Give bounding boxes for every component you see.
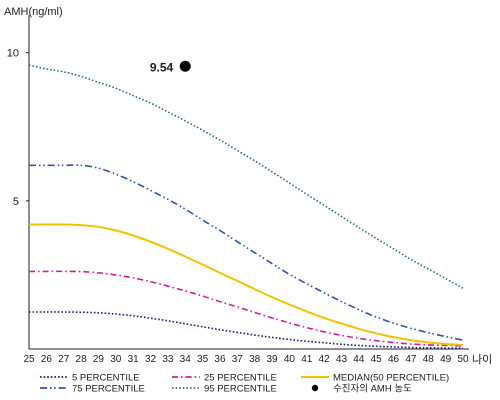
x-tick-label: 42 bbox=[319, 354, 331, 365]
x-tick-label: 29 bbox=[93, 354, 105, 365]
x-tick-label: 37 bbox=[232, 354, 244, 365]
legend-label: 5 PERCENTILE bbox=[72, 373, 140, 384]
axes: AMH(ng/ml) 5 10 25 26 27 28 29 30 31 32 33 34 35 36 37 3… bbox=[4, 6, 492, 366]
series-line-75-percentile bbox=[29, 164, 464, 341]
x-tick-label: 27 bbox=[58, 354, 70, 365]
x-tick-label: 49 bbox=[440, 354, 452, 365]
x-tick-label: 34 bbox=[180, 354, 192, 365]
y-tick-label: 5 bbox=[13, 196, 19, 208]
x-tick-label: 43 bbox=[336, 354, 348, 365]
x-tick-label: 28 bbox=[76, 354, 88, 365]
x-tick-label: 36 bbox=[214, 354, 226, 365]
x-tick-label: 50 bbox=[457, 354, 469, 365]
x-tick-label: 40 bbox=[284, 354, 296, 365]
x-tick-label: 31 bbox=[128, 354, 140, 365]
x-tick-label: 32 bbox=[145, 354, 157, 365]
legend-label: MEDIAN(50 PERCENTILE) bbox=[333, 373, 449, 384]
y-tick-label: 10 bbox=[7, 48, 19, 60]
legend-label: 95 PERCENTILE bbox=[204, 384, 277, 395]
legend-label: 25 PERCENTILE bbox=[204, 373, 277, 384]
x-tick-label: 35 bbox=[197, 354, 209, 365]
x-tick-label: 41 bbox=[301, 354, 313, 365]
patient-amh-value-label: 9.54 bbox=[150, 60, 174, 74]
series-line-25-percentile bbox=[29, 270, 464, 347]
x-tick-label: 26 bbox=[41, 354, 53, 365]
x-tick-label: 33 bbox=[162, 354, 174, 365]
series-lines bbox=[28, 64, 464, 349]
x-tick-label: 39 bbox=[266, 354, 278, 365]
x-tick-label: 25 bbox=[23, 354, 35, 365]
x-tick-label: 48 bbox=[423, 354, 435, 365]
x-tick-label: 30 bbox=[110, 354, 122, 365]
series-line-95-percentile bbox=[28, 64, 464, 289]
x-axis-label: 나이 bbox=[472, 353, 492, 366]
series-line-median-50-percentile bbox=[29, 223, 464, 346]
x-tick-label: 46 bbox=[388, 354, 400, 365]
x-tick-label: 38 bbox=[249, 354, 261, 365]
legend-marker-swatch bbox=[311, 384, 319, 392]
legend-label: 75 PERCENTILE bbox=[72, 384, 145, 395]
patient-marker-group: 9.54 bbox=[150, 60, 191, 74]
legend-label: 수진자의 AMH 농도 bbox=[333, 384, 412, 395]
y-axis-label: AMH(ng/ml) bbox=[4, 6, 63, 18]
x-tick-label: 44 bbox=[353, 354, 365, 365]
legend: 5 PERCENTILE 25 PERCENTILE MEDIAN(50 PERCE… bbox=[40, 373, 449, 395]
x-tick-label: 47 bbox=[405, 354, 417, 365]
patient-amh-point bbox=[179, 60, 191, 72]
x-tick-label: 45 bbox=[371, 354, 383, 365]
